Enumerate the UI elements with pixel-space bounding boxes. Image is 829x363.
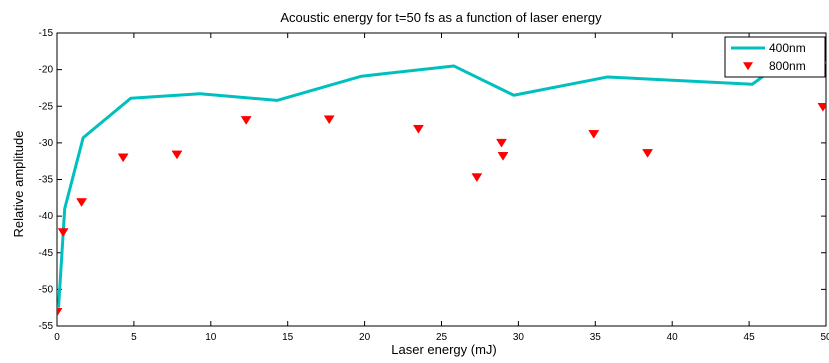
legend: 400nm 800nm (724, 36, 826, 78)
chart-title: Acoustic energy for t=50 fs as a functio… (280, 10, 602, 25)
legend-swatch-800nm (743, 62, 753, 71)
legend-box (724, 36, 826, 78)
y-tick-label: -40 (39, 211, 54, 222)
data-point-800nm (240, 116, 252, 125)
data-point-800nm (171, 150, 183, 160)
y-tick-label: -45 (39, 248, 54, 259)
data-point-800nm (497, 152, 509, 161)
y-tick-label: -30 (39, 138, 54, 149)
y-tick-label: -25 (39, 101, 54, 112)
y-tick-label: -50 (39, 284, 54, 295)
data-point-800nm (323, 115, 335, 125)
y-tick-label: -15 (39, 28, 54, 39)
x-tick-label: 35 (590, 332, 602, 343)
x-tick-label: 40 (667, 332, 679, 343)
y-tick-label: -55 (39, 321, 54, 332)
x-tick-label: 20 (359, 332, 371, 343)
x-tick-label: 30 (513, 332, 525, 343)
data-point-800nm (76, 198, 88, 207)
x-tick-label: 50 (820, 332, 829, 343)
series-layer (57, 60, 826, 317)
x-axis-label: Laser energy (mJ) (391, 342, 496, 357)
plot-area: 0 5 10 15 20 25 30 35 40 45 50 -15 -20 -25 -30 -35 -40 -4… (39, 28, 829, 343)
data-point-800nm (57, 308, 63, 317)
y-tick-label: -20 (39, 65, 54, 76)
data-point-800nm (496, 138, 507, 148)
x-tick-label: 45 (744, 332, 756, 343)
series-line-400nm (57, 60, 826, 308)
data-point-800nm (471, 173, 483, 183)
x-tick-label: 25 (436, 332, 448, 343)
data-point-800nm (817, 102, 826, 112)
x-tick-label: 0 (54, 332, 60, 343)
y-axis-label: Relative amplitude (11, 131, 26, 238)
x-tick-label: 15 (282, 332, 294, 343)
data-point-800nm (642, 149, 654, 158)
legend-label-400nm: 400nm (769, 41, 806, 55)
legend-label-800nm: 800nm (769, 59, 806, 73)
data-point-800nm (57, 228, 69, 237)
data-point-800nm (412, 124, 424, 134)
data-point-800nm (117, 153, 129, 163)
y-tick-label: -35 (39, 175, 54, 186)
data-point-800nm (588, 130, 600, 139)
x-tick-label: 10 (205, 332, 217, 343)
x-tick-label: 5 (131, 332, 137, 343)
